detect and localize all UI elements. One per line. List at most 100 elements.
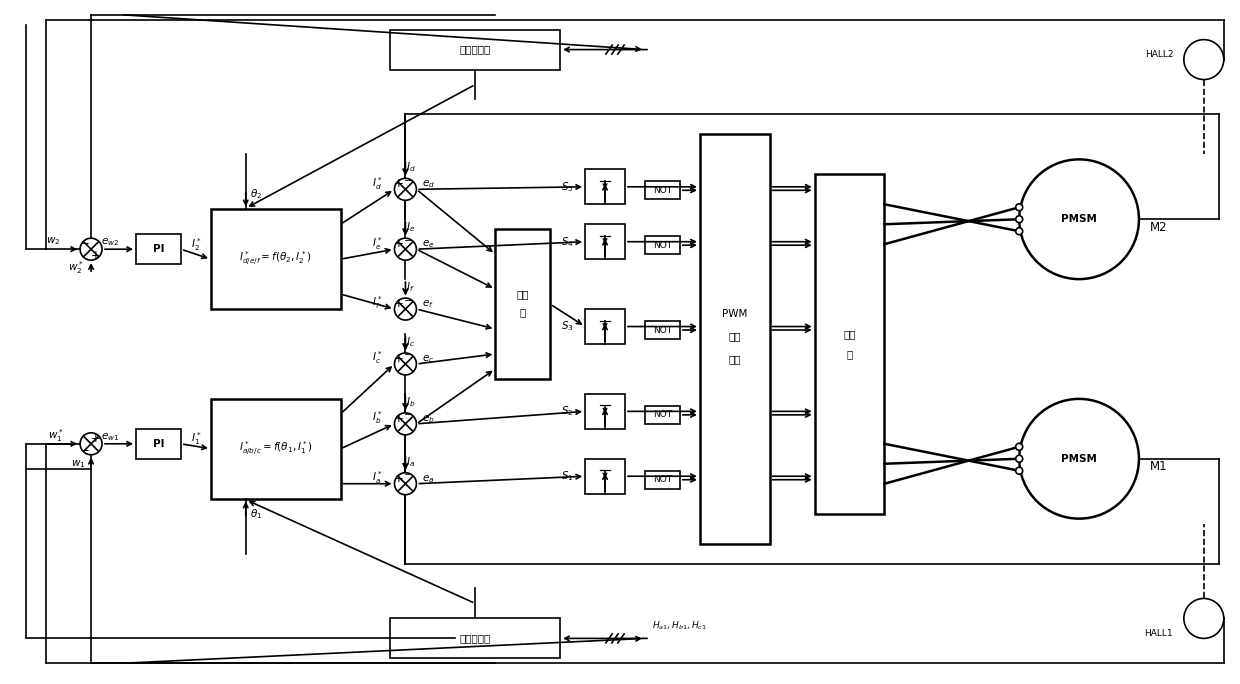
Text: $H_{a1},H_{b1},H_{c1}$: $H_{a1},H_{b1},H_{c1}$ [652,619,707,631]
Text: NOT: NOT [652,410,672,419]
Bar [699,135,770,544]
Circle shape [1016,204,1023,211]
Text: 器: 器 [847,349,853,359]
Text: $e_{w2}$: $e_{w2}$ [100,236,119,248]
Text: $I_c^*$: $I_c^*$ [372,350,383,367]
Text: +: + [394,177,404,190]
Text: −: − [404,236,413,246]
Circle shape [81,238,102,260]
Text: 位置与转速: 位置与转速 [460,633,491,644]
Text: $I_b^*$: $I_b^*$ [372,410,383,426]
Circle shape [394,179,417,200]
Text: $S_5$: $S_5$ [560,180,573,194]
Text: 产生: 产生 [729,331,742,341]
Text: NOT: NOT [652,186,672,195]
Text: $I_d^*$: $I_d^*$ [372,175,383,192]
Text: $I^*_{d/e/f}=f(\theta_2,I^*_2)$: $I^*_{d/e/f}=f(\theta_2,I^*_2)$ [239,250,312,268]
Circle shape [1184,598,1224,638]
Text: $I_b$: $I_b$ [405,395,415,409]
Circle shape [394,413,417,435]
Text: $I_e^*$: $I_e^*$ [372,235,383,252]
Text: 器: 器 [520,307,526,317]
Text: +: + [394,412,404,425]
Text: $e_b$: $e_b$ [422,413,435,425]
Bar [585,170,625,205]
Text: $S_3$: $S_3$ [560,319,573,333]
Bar [585,459,625,494]
Text: 逆变: 逆变 [843,329,856,339]
Bar [585,309,625,344]
Text: $e_d$: $e_d$ [422,179,435,190]
Text: PI: PI [153,439,164,449]
Text: $e_e$: $e_e$ [422,238,435,250]
Text: $I_a^*$: $I_a^*$ [372,469,383,486]
Bar [585,394,625,429]
Text: $w_1^*$: $w_1^*$ [48,428,64,444]
Text: HALL1: HALL1 [1145,629,1173,638]
Circle shape [394,353,417,375]
Bar [495,229,551,379]
Text: −: − [404,295,413,306]
Text: $\theta_2$: $\theta_2$ [249,187,262,201]
Bar [211,209,341,309]
Text: $I_e$: $I_e$ [405,220,415,234]
Text: −: − [404,470,413,480]
Text: $I_a$: $I_a$ [405,455,415,469]
Circle shape [394,473,417,495]
Text: +: + [394,352,404,365]
Text: −: − [404,410,413,421]
Text: $I^*_{a/b/c}=f(\theta_1,I^*_1)$: $I^*_{a/b/c}=f(\theta_1,I^*_1)$ [238,440,312,458]
Text: M1: M1 [1149,460,1168,473]
Circle shape [1016,456,1023,462]
Text: $I_f$: $I_f$ [407,280,414,294]
Text: −: − [404,350,413,360]
Text: $w_2$: $w_2$ [46,235,61,247]
Text: $w_1$: $w_1$ [71,458,86,470]
Circle shape [1016,215,1023,223]
Bar [645,406,680,424]
Bar [645,321,680,339]
Text: +: + [394,297,404,310]
Circle shape [1016,467,1023,474]
Text: $e_c$: $e_c$ [423,353,434,365]
Bar [391,29,560,70]
Text: $S_2$: $S_2$ [560,404,573,418]
Text: 单元: 单元 [729,354,742,364]
Text: $S_4$: $S_4$ [560,235,573,248]
Text: $S_1$: $S_1$ [560,469,573,483]
Bar [391,618,560,659]
Text: M2: M2 [1149,221,1168,234]
Text: −: − [79,444,89,457]
Text: −: − [79,237,89,250]
Text: PMSM: PMSM [1061,214,1097,224]
Circle shape [394,298,417,320]
Text: +: + [91,432,100,445]
Text: PMSM: PMSM [1061,453,1097,464]
Circle shape [394,238,417,260]
Text: $e_f$: $e_f$ [423,298,434,310]
Text: −: − [404,176,413,186]
Text: HALL2: HALL2 [1145,50,1173,59]
Circle shape [1016,443,1023,450]
Text: NOT: NOT [652,241,672,250]
Bar [815,174,884,514]
Circle shape [1184,40,1224,79]
Circle shape [1016,228,1023,235]
Circle shape [81,433,102,455]
Text: NOT: NOT [652,326,672,334]
Text: $w_2^*$: $w_2^*$ [68,259,84,276]
Text: $I_d$: $I_d$ [405,161,415,174]
Circle shape [1019,159,1140,279]
Circle shape [1019,399,1140,518]
Bar [136,234,181,264]
Text: NOT: NOT [652,475,672,484]
Text: $\theta_1$: $\theta_1$ [249,507,262,521]
Text: 位置与转速: 位置与转速 [460,44,491,55]
Bar [136,429,181,459]
Bar [585,224,625,259]
Text: $I_2^*$: $I_2^*$ [191,236,201,252]
Bar [645,181,680,199]
Text: +: + [91,249,100,262]
Text: $e_{w1}$: $e_{w1}$ [100,431,119,443]
Text: $I_f^*$: $I_f^*$ [372,295,383,311]
